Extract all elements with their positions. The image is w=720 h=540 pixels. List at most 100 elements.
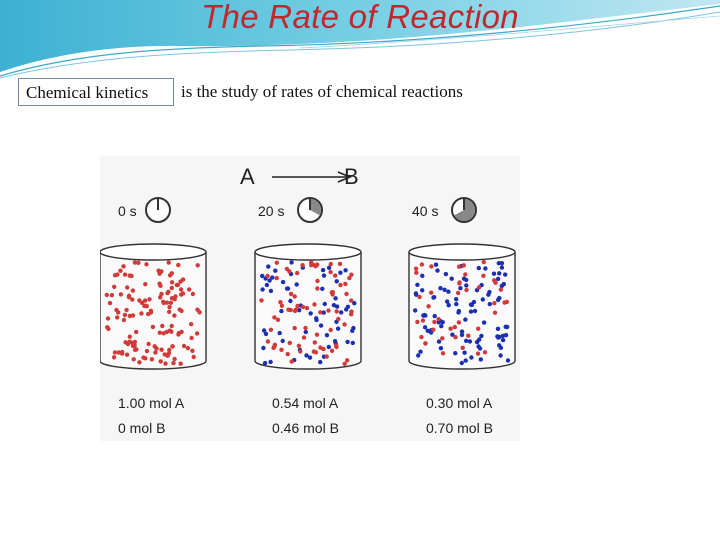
molecule-b (450, 332, 455, 337)
molecule-a (461, 263, 466, 268)
panel-1: 20 s 0.54 mol A 0.46 mol B (254, 197, 362, 436)
molecule-b (487, 301, 492, 307)
molecule-b (335, 326, 341, 331)
molecule-a (292, 325, 297, 331)
molecule-a (431, 327, 436, 332)
molecule-b (469, 355, 474, 360)
molecule-b (321, 310, 326, 315)
molecule-b (497, 271, 502, 276)
molecule-a (268, 327, 274, 332)
molecule-a (455, 290, 461, 296)
molecule-a (169, 285, 174, 291)
molecule-b (469, 302, 474, 308)
molecule-a (105, 316, 111, 321)
reactant-label: A (240, 164, 255, 189)
molecule-a (130, 343, 136, 349)
molecule-a (284, 266, 290, 272)
molecule-a (324, 354, 329, 359)
molecule-a (343, 281, 348, 287)
molecule-b (495, 334, 500, 339)
molecule-b (308, 311, 313, 316)
molecule-a (436, 317, 441, 322)
molecule-a (167, 309, 172, 314)
molecule-a (181, 343, 187, 349)
molecule-a (415, 319, 420, 325)
molecule-a (463, 272, 468, 277)
molecule-b (416, 353, 421, 358)
molecule-b (481, 320, 487, 325)
molecule-a (159, 291, 164, 297)
molecule-a (169, 323, 174, 329)
molecule-a (417, 294, 422, 300)
mol-a-label-0: 1.00 mol A (118, 395, 185, 411)
molecule-b (339, 310, 344, 315)
molecule-a (315, 278, 320, 284)
molecule-a (493, 280, 498, 285)
molecule-b (498, 353, 503, 358)
molecule-a (349, 312, 354, 317)
molecule-a (279, 347, 284, 352)
molecule-a (460, 345, 465, 350)
molecule-a (146, 341, 151, 347)
molecule-b (343, 268, 348, 273)
molecule-a (158, 359, 163, 364)
molecule-a (275, 317, 281, 322)
molecule-a (161, 300, 166, 306)
molecule-a (304, 305, 310, 311)
molecule-a (164, 300, 170, 305)
molecule-b (468, 309, 474, 314)
molecule-a (278, 300, 283, 305)
molecule-a (349, 272, 354, 277)
molecule-b (322, 301, 327, 307)
molecule-b (453, 351, 458, 356)
molecule-b (418, 349, 423, 354)
molecule-b (435, 268, 440, 273)
molecule-a (163, 361, 168, 366)
molecule-b (338, 270, 343, 275)
molecule-a (292, 294, 297, 299)
molecule-b (277, 330, 282, 336)
molecule-b (262, 360, 268, 366)
molecule-b (324, 333, 330, 338)
molecule-b (505, 324, 510, 330)
molecule-b (333, 296, 338, 301)
molecule-a (195, 263, 200, 268)
molecule-a (286, 307, 291, 312)
molecule-a (342, 322, 347, 327)
molecule-a (328, 269, 333, 275)
header-swoosh (0, 0, 720, 79)
molecule-a (178, 287, 184, 292)
molecule-b (420, 273, 425, 278)
mol-b-label-1: 0.46 mol B (272, 420, 339, 436)
molecule-b (433, 262, 439, 267)
molecule-a (423, 341, 428, 346)
molecule-a (166, 351, 172, 356)
molecule-a (112, 350, 118, 355)
molecule-a (288, 291, 294, 297)
term-box: Chemical kinetics (18, 78, 174, 106)
molecule-a (315, 262, 320, 267)
molecule-a (337, 261, 343, 267)
time-label-2: 40 s (412, 203, 438, 219)
molecule-a (160, 323, 165, 329)
molecule-a (333, 273, 338, 278)
molecule-a (125, 285, 130, 290)
molecule-b (505, 358, 511, 363)
molecule-a (329, 348, 335, 353)
molecule-b (477, 346, 483, 351)
molecule-b (270, 275, 275, 280)
molecule-a (296, 343, 302, 348)
molecule-a (414, 270, 419, 275)
molecule-a (129, 273, 134, 279)
molecule-b (326, 265, 332, 270)
molecule-a (142, 298, 148, 303)
molecule-a (132, 339, 138, 345)
molecule-a (172, 356, 177, 362)
molecule-a (452, 324, 457, 330)
molecule-a (177, 307, 182, 312)
molecule-a (153, 350, 158, 355)
molecule-a (482, 350, 488, 355)
molecule-a (115, 315, 120, 320)
molecule-b (279, 308, 284, 314)
molecule-b (264, 282, 270, 288)
